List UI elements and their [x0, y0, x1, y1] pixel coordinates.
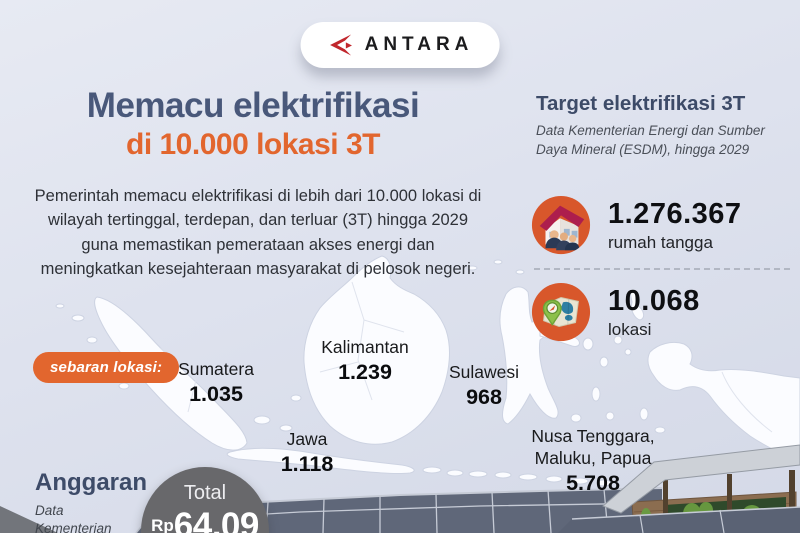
stat-households: 1.276.367 rumah tangga	[530, 194, 798, 256]
budget-heading: Anggaran	[35, 469, 148, 496]
region-value: 5.708	[566, 470, 620, 495]
map-label-jawa: Jawa 1.118	[249, 429, 365, 477]
solar-panels-front-illustration	[558, 506, 800, 533]
headline-line2: di 10.000 lokasi 3T	[126, 128, 380, 161]
map-location-icon	[530, 281, 592, 343]
stats-divider	[534, 268, 790, 270]
budget-total-label: Total	[183, 482, 227, 504]
budget-total-value: 64,09	[173, 506, 260, 533]
households-label: rumah tangga	[608, 232, 713, 252]
headline-line1: Memacu elektrifikasi	[86, 86, 420, 125]
target-panel-source: Data Kementerian Energi dan Sumber Daya …	[536, 123, 765, 157]
budget-source: Data Kementerian	[35, 503, 112, 533]
region-value: 968	[466, 384, 502, 409]
region-value: 1.118	[280, 451, 334, 476]
locations-label: lokasi	[608, 319, 652, 339]
region-value: 1.239	[338, 359, 392, 384]
map-label-kalimantan: Kalimantan 1.239	[292, 337, 438, 385]
map-label-nusa-tenggara-maluku-papua: Nusa Tenggara, Maluku, Papua 5.708	[505, 426, 681, 496]
antara-brand-text: ANTARA	[364, 34, 474, 55]
region-name-line2: Maluku, Papua	[534, 447, 652, 468]
region-name: Sumatera	[178, 359, 254, 379]
distribution-badge: sebaran lokasi:	[33, 352, 180, 383]
corner-panel-illustration	[0, 506, 58, 533]
antara-logo-icon	[327, 31, 355, 59]
region-name: Kalimantan	[321, 337, 409, 357]
region-value: 1.035	[189, 381, 243, 406]
stat-locations: 10.068 lokasi	[530, 281, 798, 343]
island-kalimantan	[303, 255, 450, 445]
budget-currency-prefix: Rp	[151, 516, 174, 533]
antara-logo: ANTARA	[300, 22, 500, 68]
locations-value: 10.068	[608, 284, 700, 317]
region-name: Nusa Tenggara,	[531, 426, 655, 446]
house-households-icon	[530, 194, 592, 256]
target-panel-heading: Target elektrifikasi 3T	[536, 92, 746, 115]
region-name: Sulawesi	[448, 362, 520, 382]
households-value: 1.276.367	[608, 197, 742, 230]
map-label-sumatera: Sumatera 1.035	[146, 359, 286, 407]
intro-paragraph: Pemerintah memacu elektrifikasi di lebih…	[34, 187, 482, 278]
island-jawa	[226, 447, 415, 475]
region-name: Jawa	[286, 429, 328, 449]
map-label-sulawesi: Sulawesi 968	[424, 362, 544, 410]
